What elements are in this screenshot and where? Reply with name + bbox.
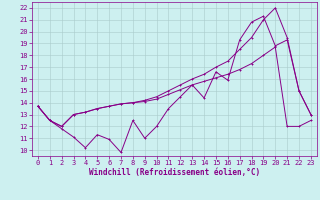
X-axis label: Windchill (Refroidissement éolien,°C): Windchill (Refroidissement éolien,°C) <box>89 168 260 177</box>
